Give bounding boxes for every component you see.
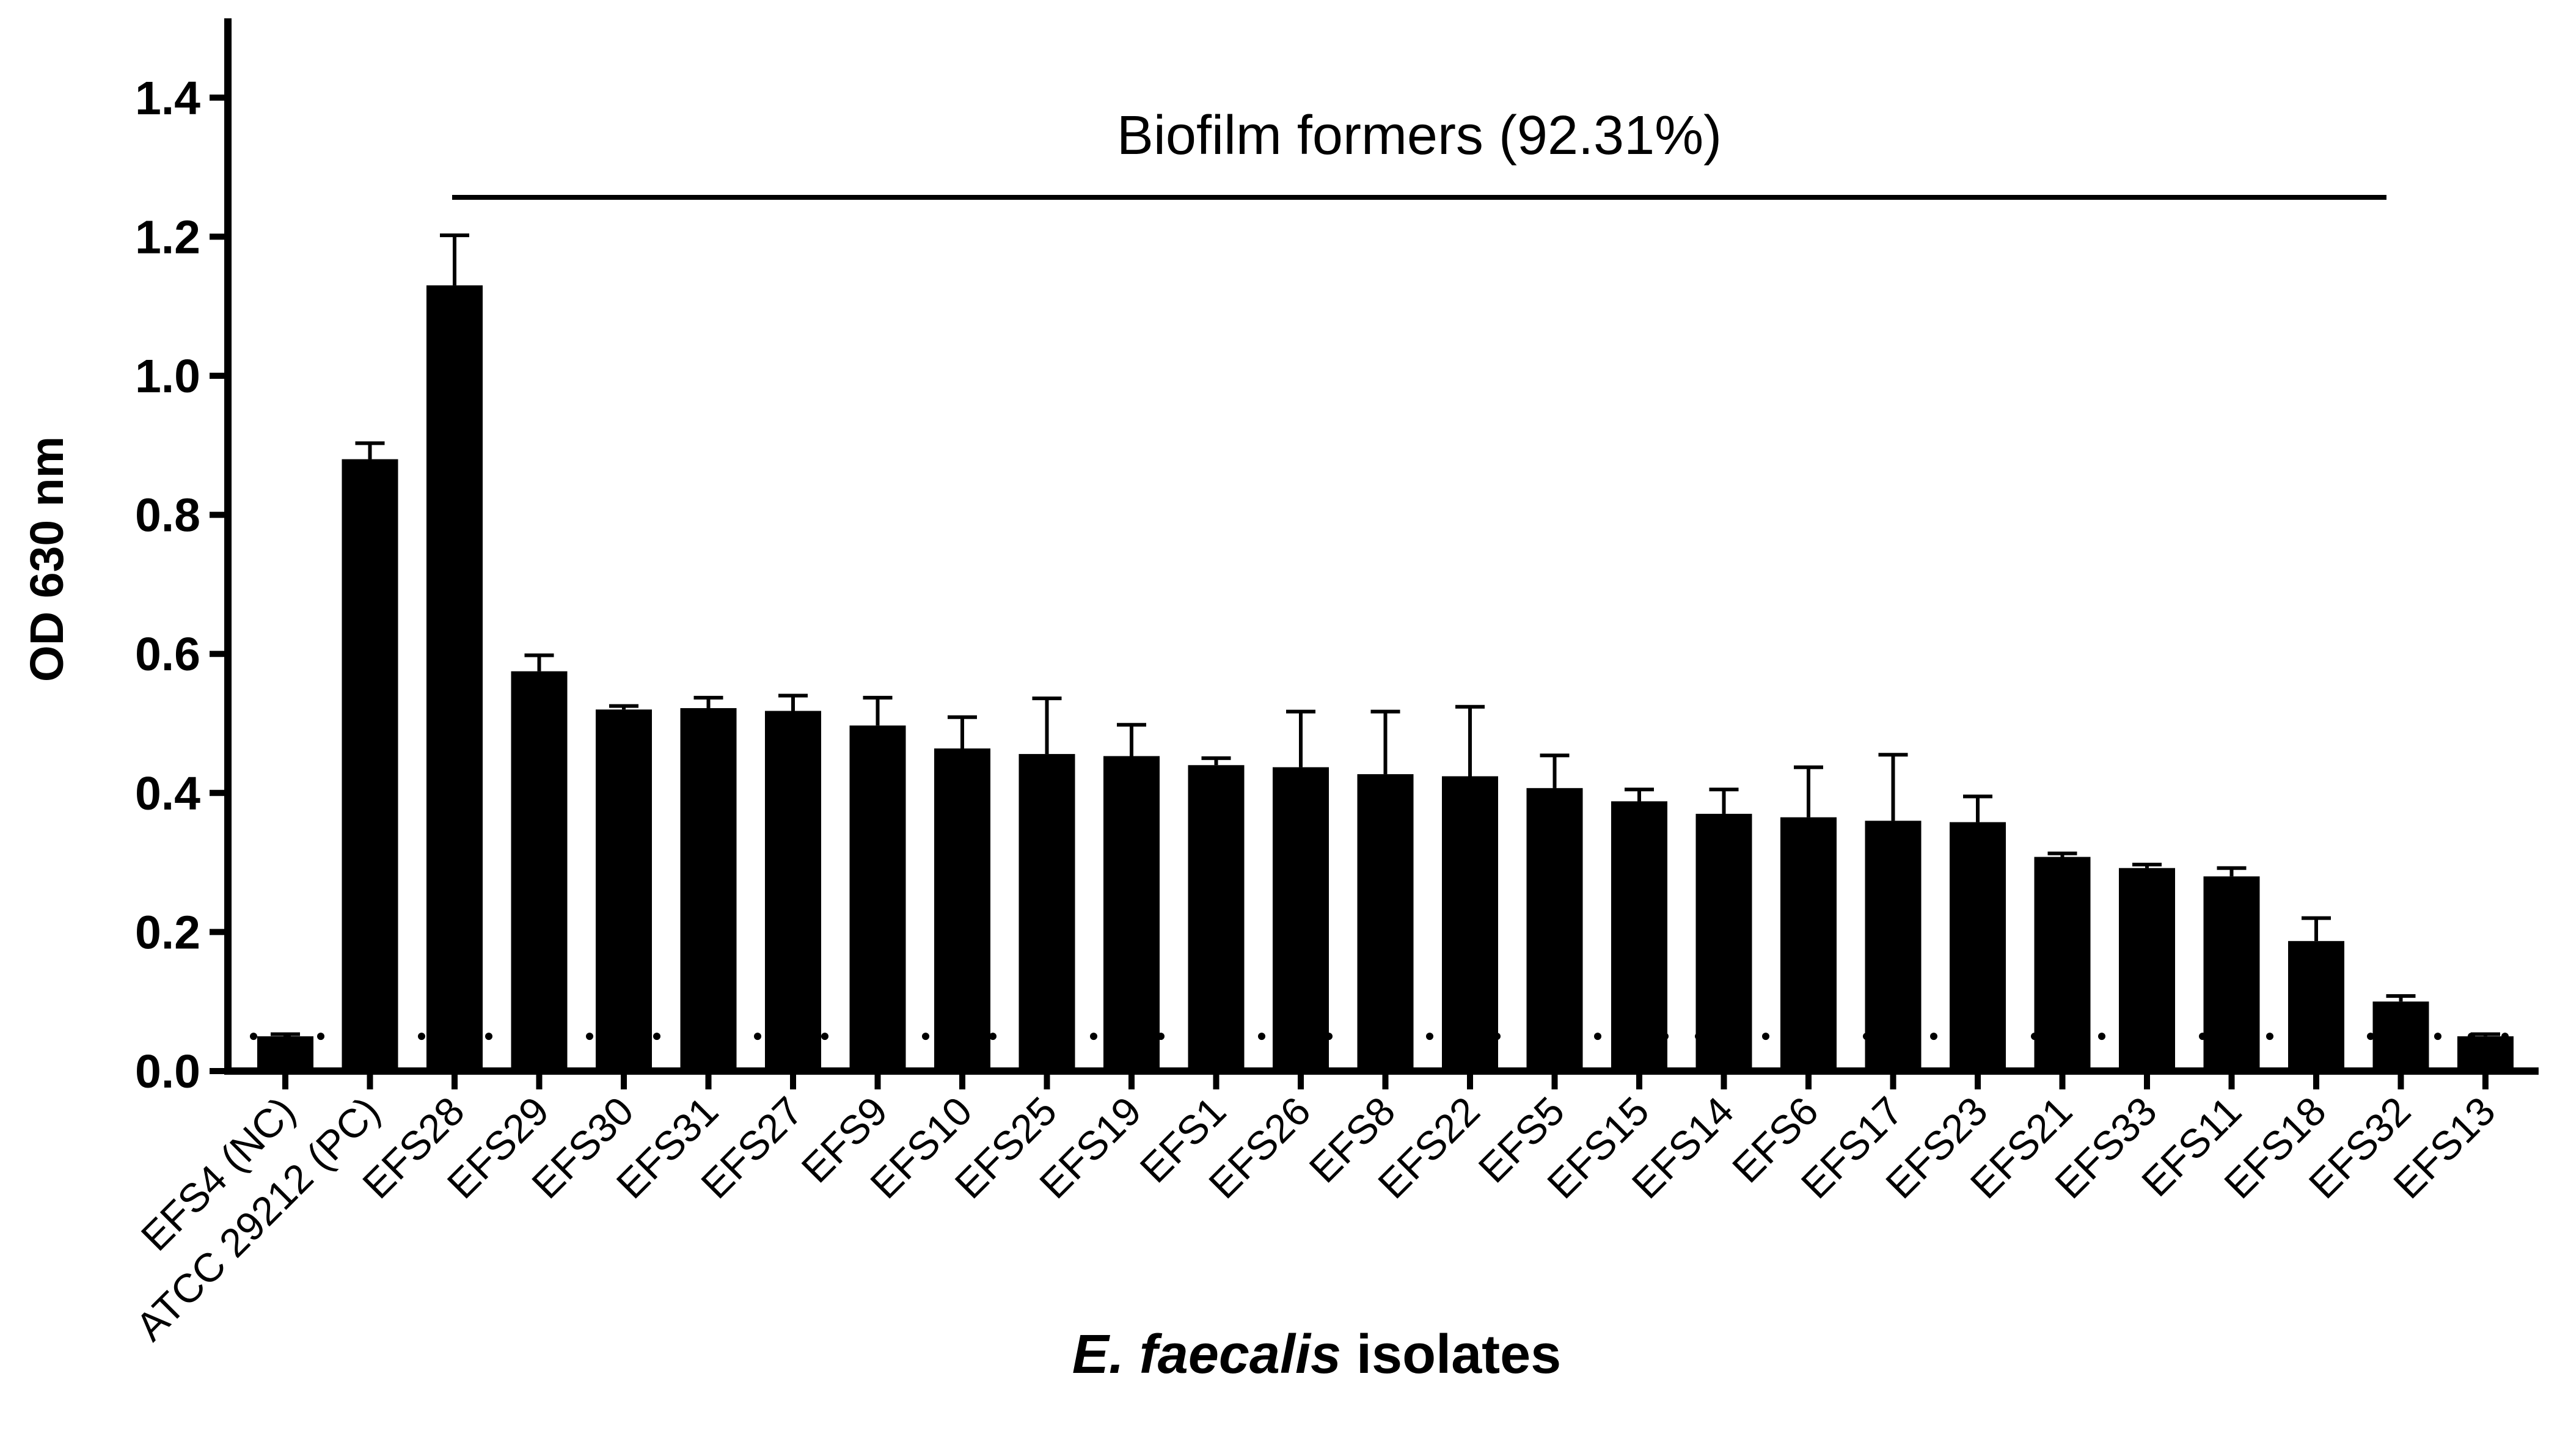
bar [426, 285, 483, 1071]
y-tick-label: 1.2 [135, 211, 200, 263]
bar [1442, 776, 1498, 1071]
bar [2457, 1036, 2514, 1071]
bar [342, 459, 398, 1071]
bar [849, 725, 906, 1071]
annotation-text: Biofilm formers (92.31%) [1117, 105, 1722, 166]
y-tick-label: 0.2 [135, 906, 200, 959]
y-tick-label: 0.4 [135, 767, 200, 820]
bar [1103, 756, 1160, 1071]
biofilm-annotation: Biofilm formers (92.31%) [452, 105, 2386, 200]
bar [257, 1036, 313, 1071]
y-tick-label: 1.0 [135, 350, 200, 403]
y-tick-label: 1.4 [135, 72, 200, 125]
bar [765, 711, 821, 1071]
y-tick-label: 0.0 [135, 1045, 200, 1098]
bar [1950, 822, 2006, 1071]
bar [596, 709, 652, 1071]
y-tick-label: 0.8 [135, 489, 200, 542]
bar [2288, 941, 2344, 1071]
y-axis: 0.0 0.2 0.4 0.6 0.8 1.0 1.2 1.4 [135, 18, 232, 1098]
bar [1019, 754, 1075, 1071]
bar [1188, 765, 1245, 1071]
x-axis-title-italic: E. faecalis [1072, 1324, 1341, 1385]
bar [1357, 774, 1414, 1071]
y-tick-label: 0.6 [135, 628, 200, 681]
bar [680, 708, 737, 1071]
x-axis-title: E. faecalis isolates [1072, 1324, 1561, 1385]
bar [1611, 801, 1667, 1071]
bar [2034, 857, 2091, 1071]
bar [1273, 767, 1329, 1071]
bar [511, 671, 568, 1071]
bar [1526, 788, 1583, 1071]
x-axis-title-rest: isolates [1341, 1324, 1561, 1385]
y-axis-title: OD 630 nm [21, 436, 73, 682]
bar [934, 748, 990, 1071]
bar [2203, 876, 2260, 1071]
bars [257, 233, 2514, 1071]
bar [1865, 821, 1922, 1071]
bar [2119, 868, 2175, 1071]
bar [1780, 817, 1837, 1071]
bar [1695, 813, 1752, 1071]
x-axis: EFS4 (NC)ATCC 29212 (PC)EFS28EFS29EFS30E… [127, 1067, 2539, 1349]
